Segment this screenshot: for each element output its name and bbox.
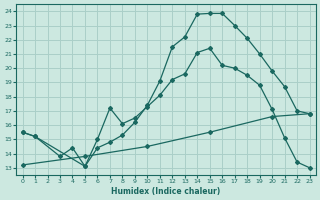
X-axis label: Humidex (Indice chaleur): Humidex (Indice chaleur) — [111, 187, 221, 196]
